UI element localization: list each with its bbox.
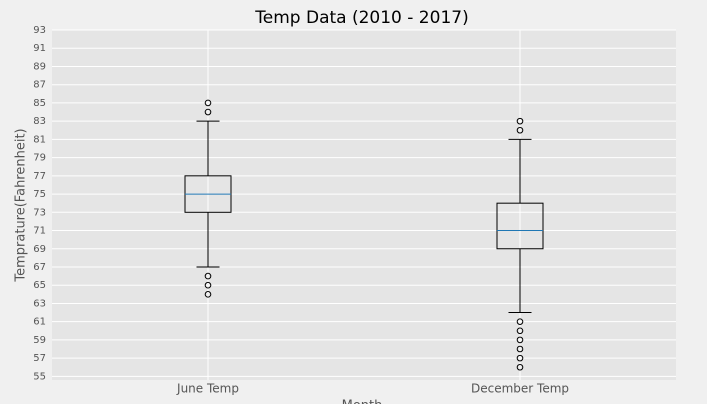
y-tick-label: 77 xyxy=(33,171,46,182)
y-tick-label: 79 xyxy=(33,153,46,164)
y-axis-label: Temprature(Fahrenheit) xyxy=(14,128,29,282)
chart-title: Temp Data (2010 - 2017) xyxy=(254,8,468,28)
y-tick-label: 85 xyxy=(33,98,46,109)
y-tick-label: 63 xyxy=(33,298,46,309)
outlier xyxy=(516,327,524,335)
y-tick-label: 71 xyxy=(33,226,46,237)
outlier xyxy=(204,272,212,280)
y-tick-label: 91 xyxy=(33,43,46,54)
x-tick-label: December Temp xyxy=(471,382,569,396)
y-tick-label: 89 xyxy=(33,61,46,72)
outlier xyxy=(204,291,212,298)
outlier xyxy=(516,363,524,371)
x-tick-label: June Temp xyxy=(176,382,239,396)
x-axis-label: Month xyxy=(342,399,383,404)
outlier xyxy=(204,281,212,289)
y-tick-label: 75 xyxy=(33,189,46,200)
outlier xyxy=(516,336,524,344)
y-tick-label: 61 xyxy=(33,317,46,328)
outlier xyxy=(204,99,212,107)
outlier xyxy=(516,126,524,134)
plot-area xyxy=(52,30,676,380)
box xyxy=(496,202,544,250)
y-tick-label: 57 xyxy=(33,353,46,364)
y-tick-label: 67 xyxy=(33,262,46,273)
outlier xyxy=(516,117,524,125)
y-tick-label: 59 xyxy=(33,335,46,346)
y-tick-label: 87 xyxy=(33,80,46,91)
y-tick-label: 65 xyxy=(33,280,46,291)
outlier xyxy=(516,318,524,325)
y-tick-label: 73 xyxy=(33,207,46,218)
y-tick-label: 69 xyxy=(33,244,46,255)
outlier xyxy=(204,108,212,116)
y-tick-label: 81 xyxy=(33,134,46,145)
y-tick-label: 93 xyxy=(33,25,46,36)
y-tick-label: 55 xyxy=(33,371,46,382)
outlier xyxy=(516,354,524,362)
outlier xyxy=(516,345,524,353)
y-tick-label: 83 xyxy=(33,116,46,127)
